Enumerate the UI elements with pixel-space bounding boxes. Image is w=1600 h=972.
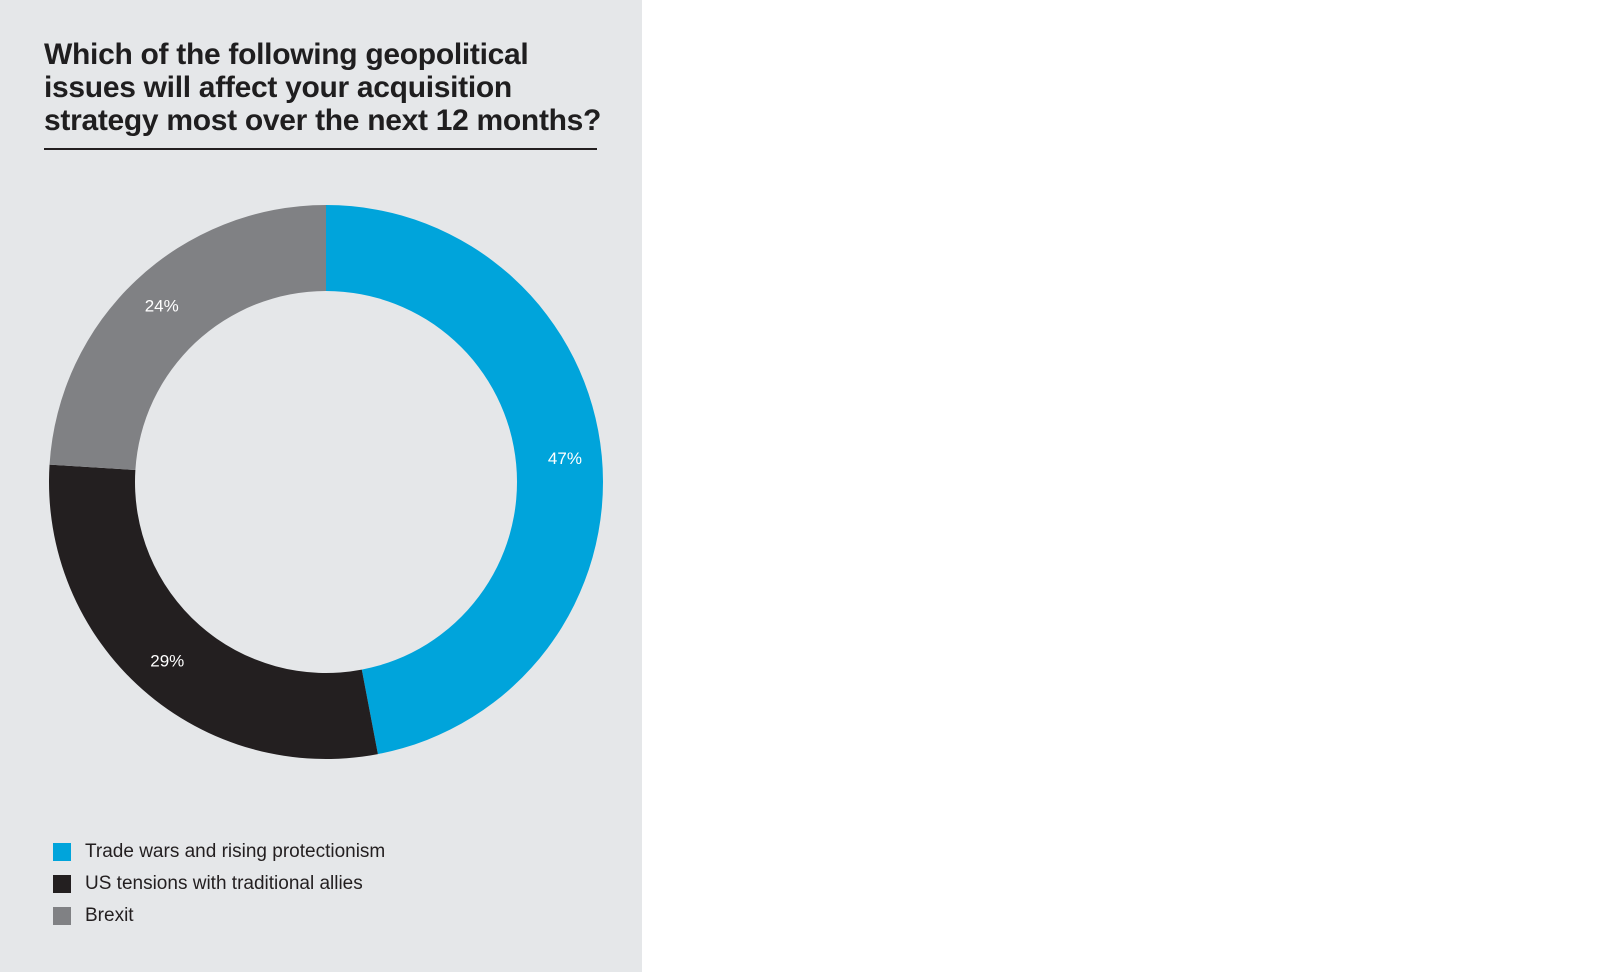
legend-label: Trade wars and rising protectionism [85,841,386,862]
legend-label: Brexit [85,905,134,926]
legend-swatch [53,875,71,893]
donut-slice-us-tensions-with-traditional-allies [49,464,378,759]
donut-chart: 47% 29% 24% [49,205,603,759]
donut-slice-trade-wars-and-rising-protectionism [326,205,603,755]
donut-labels: 47% 29% 24% [145,297,582,671]
legend-label: US tensions with traditional allies [85,873,363,894]
chart-title: Which of the following geopolitical issu… [44,38,602,137]
title-divider [44,148,597,150]
data-label-brexit: 24% [145,297,179,316]
legend-swatch [53,907,71,925]
chart-panel: Which of the following geopolitical issu… [0,0,642,972]
data-label-trade-wars-and-rising-protectionism: 47% [548,449,582,468]
donut-slice-brexit [49,205,326,471]
data-label-us-tensions-with-traditional-allies: 29% [150,652,184,671]
legend-swatch [53,843,71,861]
donut-slices [49,205,603,759]
